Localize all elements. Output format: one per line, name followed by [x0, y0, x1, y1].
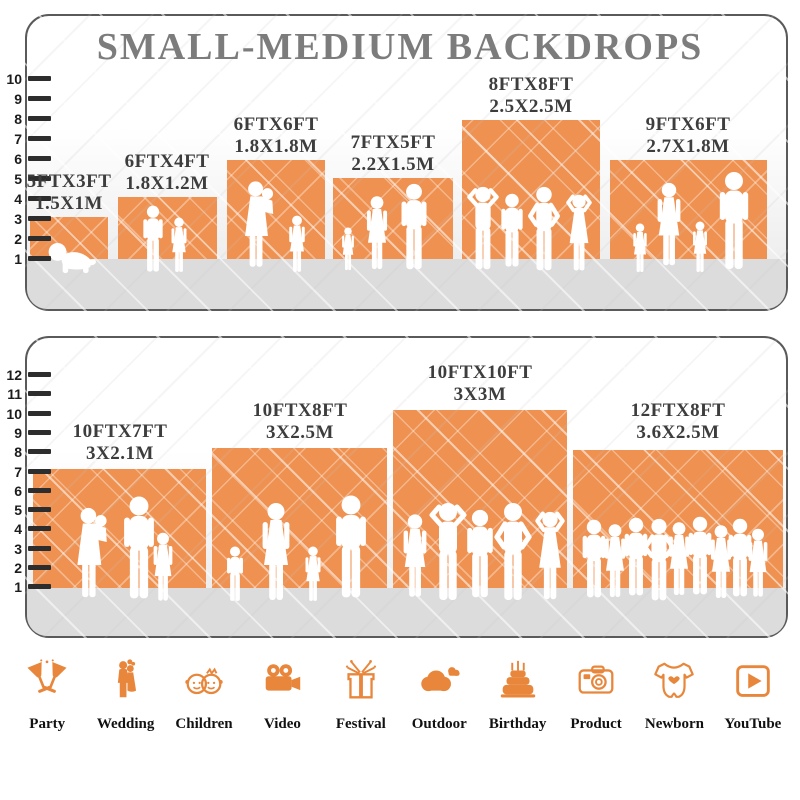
category-wedding: Wedding	[86, 658, 164, 733]
children-icon	[185, 667, 223, 695]
category-video: Video	[243, 658, 321, 733]
bar-size-label: 10FTX8FT 3X2.5M	[252, 400, 348, 443]
category-product: Product	[557, 658, 635, 733]
backdrop-bar-10x7	[33, 469, 206, 588]
bar-size-label: 7FTX5FT 2.2X1.5M	[350, 132, 436, 175]
backdrop-bar-10x10	[393, 410, 567, 588]
party-icon	[27, 659, 67, 693]
backdrop-bar-10x8	[212, 448, 387, 588]
wedding-icon	[117, 659, 136, 698]
category-label: Children	[175, 716, 233, 732]
bar-size-label: 10FTX10FT 3X3M	[427, 362, 533, 405]
category-label: Newborn	[644, 716, 705, 732]
category-label: Festival	[335, 716, 386, 732]
bar-size-label: 6FTX4FT 1.8X1.2M	[124, 151, 210, 194]
category-label: Video	[263, 716, 301, 732]
festival-icon	[345, 660, 376, 699]
video-icon	[266, 664, 301, 691]
category-party: Party	[8, 658, 86, 733]
category-children: Children	[165, 658, 243, 733]
category-outdoor: Outdoor	[400, 658, 478, 733]
bar-size-label: 8FTX8FT 2.5X2.5M	[488, 74, 574, 117]
category-birthday: Birthday	[478, 658, 556, 733]
chart1-floor	[27, 259, 786, 309]
category-festival: Festival	[322, 658, 400, 733]
chart2-floor	[27, 588, 786, 636]
category-label: Product	[570, 716, 622, 732]
category-label: Birthday	[488, 716, 547, 732]
backdrop-bar-12x8	[573, 450, 783, 588]
category-row: Party Wedding Children	[8, 658, 792, 733]
bar-size-label: 6FTX6FT 1.8X1.8M	[233, 114, 319, 157]
category-youtube: YouTube	[714, 658, 792, 733]
category-newborn: Newborn	[635, 658, 713, 733]
birthday-icon	[500, 660, 535, 698]
bar-size-label: 9FTX6FT 2.7X1.8M	[645, 114, 731, 157]
backdrop-bar-7x5	[333, 178, 453, 259]
category-label: Party	[29, 716, 66, 732]
outdoor-icon	[421, 667, 460, 692]
page-title: SMALL-MEDIUM BACKDROPS	[96, 26, 704, 68]
product-icon	[578, 665, 614, 694]
category-label: Outdoor	[411, 716, 467, 732]
bar-size-label: 10FTX7FT 3X2.1M	[72, 421, 168, 464]
youtube-icon	[736, 665, 770, 697]
bar-size-label: 5FTX3FT 1.5X1M	[26, 171, 112, 214]
backdrop-bar-9x6	[610, 160, 767, 259]
category-label: YouTube	[724, 716, 782, 732]
newborn-icon	[654, 662, 695, 698]
bar-size-label: 12FTX8FT 3.6X2.5M	[630, 400, 726, 443]
category-label: Wedding	[96, 716, 155, 732]
